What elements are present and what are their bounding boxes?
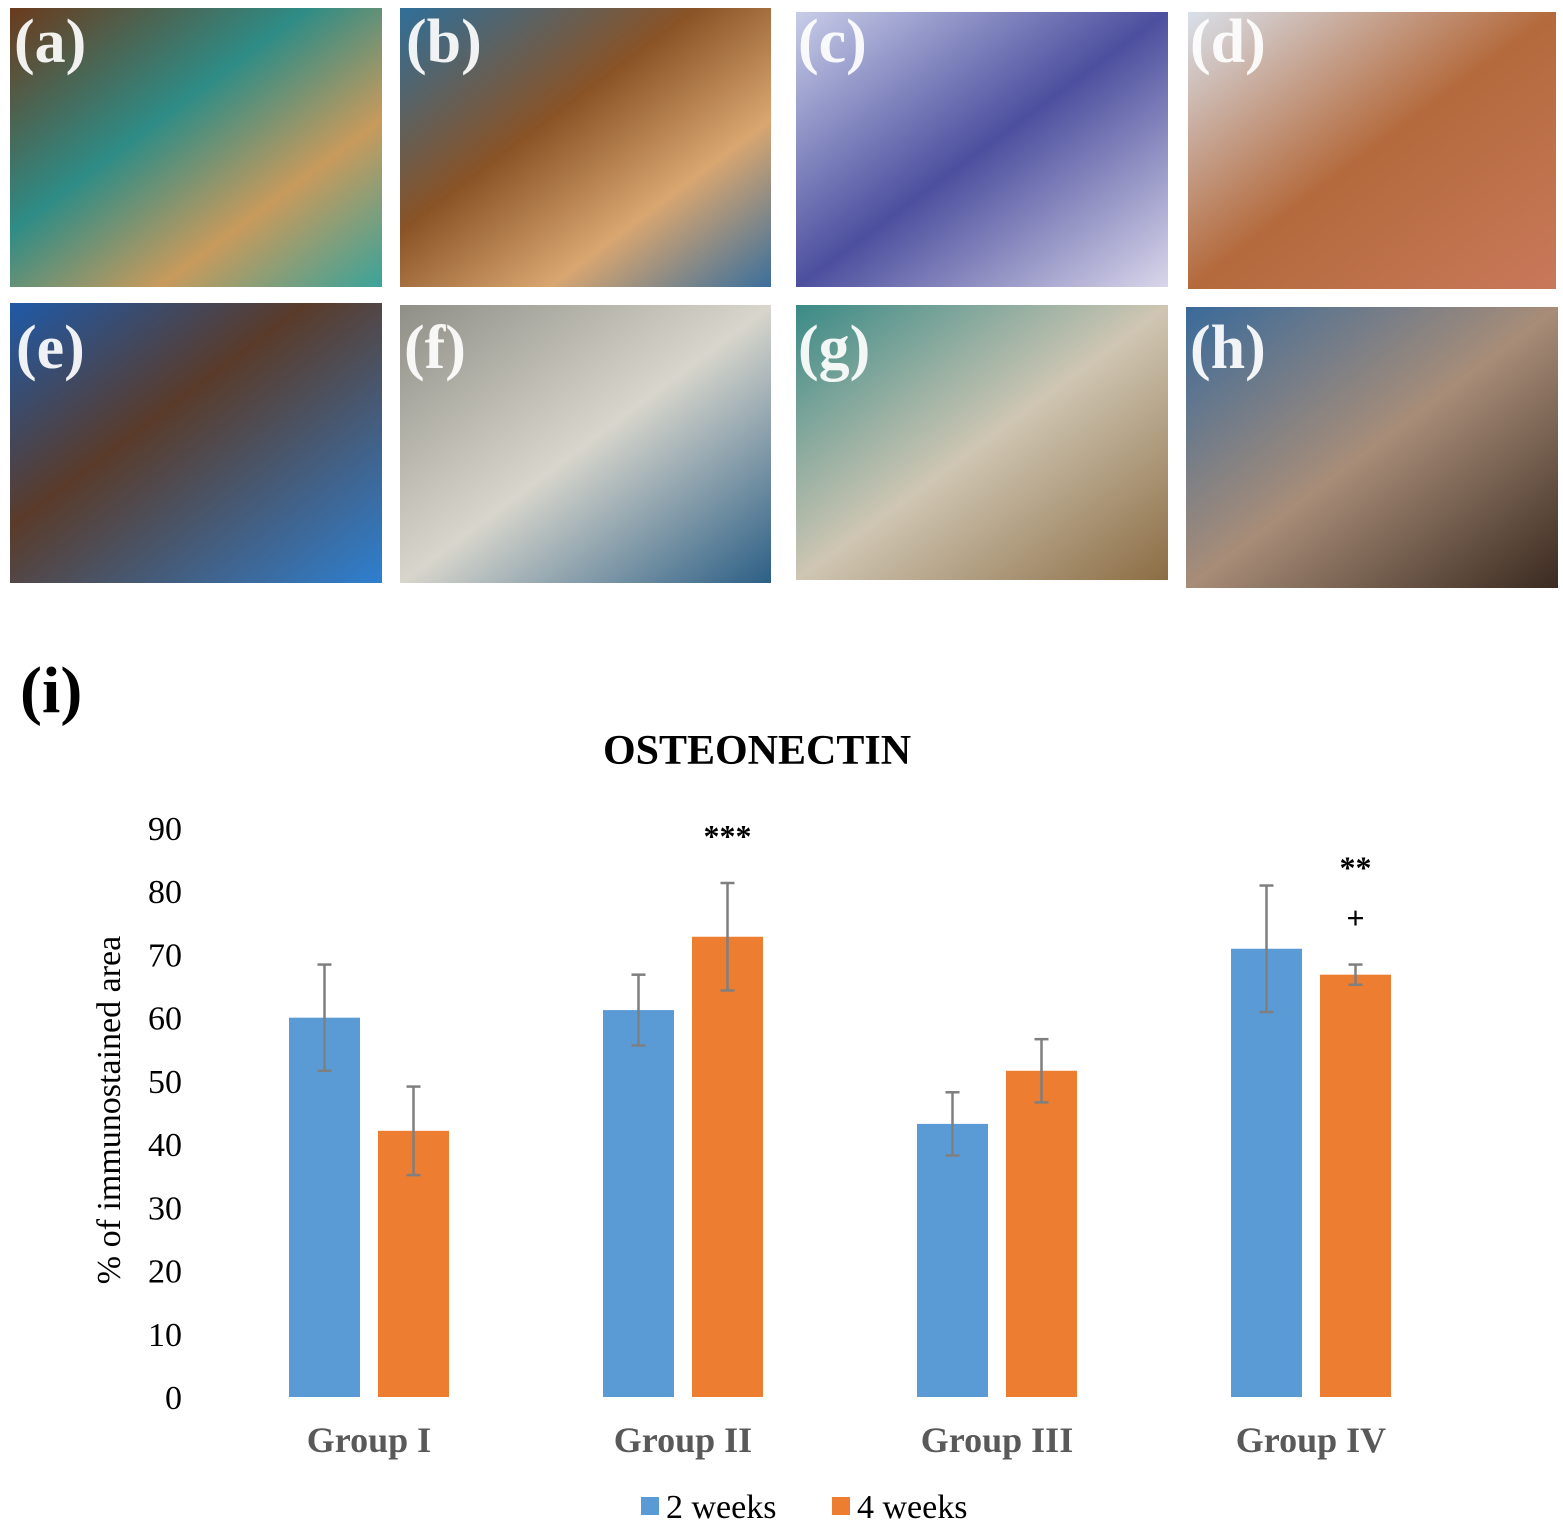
panel-label: (e) <box>16 314 85 382</box>
bar <box>917 1123 988 1397</box>
bar <box>1320 974 1391 1397</box>
x-tick-label: Group I <box>307 1420 431 1460</box>
figure-label: (i) <box>20 654 82 727</box>
micrograph <box>796 305 1168 580</box>
y-tick-label: 30 <box>148 1190 182 1227</box>
y-tick-label: 70 <box>148 937 182 974</box>
y-axis-label: % of immunostained area <box>91 936 128 1284</box>
micrograph <box>400 305 771 583</box>
bar <box>1006 1070 1077 1397</box>
annotation: + <box>1346 900 1364 936</box>
x-tick-label: Group II <box>614 1420 752 1460</box>
bar <box>603 1010 674 1397</box>
micrograph <box>1186 307 1558 588</box>
micrographs: (a) (b) (c) (d) (e) (f) (g) (h) <box>10 8 1558 588</box>
bar <box>1231 948 1302 1397</box>
panel-label: (d) <box>1190 8 1266 76</box>
error-bar <box>945 1091 960 1157</box>
x-tick-label: Group III <box>921 1420 1073 1460</box>
micrograph <box>796 12 1168 287</box>
bar <box>289 1017 360 1397</box>
error-bar <box>631 973 646 1047</box>
bar <box>692 936 763 1397</box>
error-bar <box>720 881 735 992</box>
error-bar <box>317 963 332 1073</box>
legend-swatch <box>641 1497 659 1515</box>
panel-label: (a) <box>14 8 86 76</box>
legend-label: 4 weeks <box>857 1489 967 1526</box>
micrograph <box>400 8 771 287</box>
y-tick-label: 10 <box>148 1317 182 1354</box>
micrograph <box>1188 12 1556 289</box>
annotation: ** <box>1340 850 1372 886</box>
panel-label: (f) <box>404 314 466 382</box>
y-tick-label: 0 <box>165 1380 182 1417</box>
panel-label: (b) <box>406 8 482 76</box>
error-bar <box>1034 1037 1049 1104</box>
error-bar <box>1348 963 1363 987</box>
x-tick-label: Group IV <box>1236 1420 1386 1460</box>
y-tick-label: 40 <box>148 1127 182 1164</box>
y-tick-label: 90 <box>148 811 182 848</box>
legend-swatch <box>832 1497 850 1515</box>
panel-label: (g) <box>798 314 870 382</box>
panel-label: (h) <box>1190 314 1266 382</box>
micrograph <box>10 303 382 583</box>
annotation: *** <box>704 818 752 854</box>
y-tick-label: 20 <box>148 1254 182 1291</box>
legend-label: 2 weeks <box>666 1489 776 1526</box>
y-tick-label: 60 <box>148 1001 182 1038</box>
error-bar <box>406 1085 421 1177</box>
error-bar <box>1259 884 1274 1014</box>
y-tick-label: 80 <box>148 874 182 911</box>
panel-label: (c) <box>798 8 867 76</box>
y-tick-label: 50 <box>148 1064 182 1101</box>
micrograph <box>10 8 382 287</box>
chart-title: OSTEONECTIN <box>603 728 911 774</box>
